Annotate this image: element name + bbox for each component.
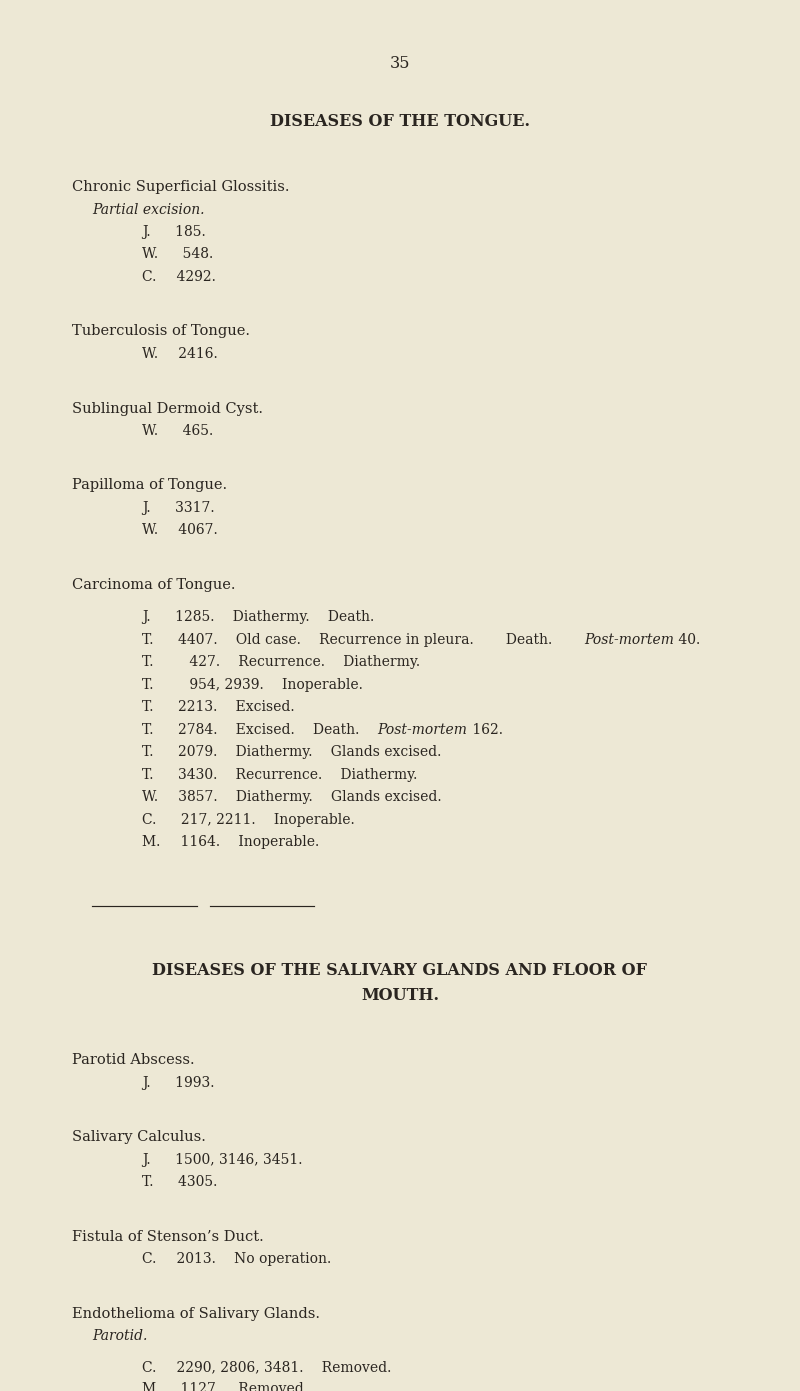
Text: C.    2290, 2806, 3481.  Removed.: C. 2290, 2806, 3481. Removed.: [142, 1360, 391, 1374]
Text: J.     185.: J. 185.: [142, 225, 206, 239]
Text: T.     4305.: T. 4305.: [142, 1175, 218, 1189]
Text: Chronic Superficial Glossitis.: Chronic Superficial Glossitis.: [72, 179, 290, 193]
Text: J.     1500, 3146, 3451.: J. 1500, 3146, 3451.: [142, 1153, 302, 1167]
Text: W.    2416.: W. 2416.: [142, 346, 218, 362]
Text: MOUTH.: MOUTH.: [361, 986, 439, 1004]
Text: DISEASES OF THE TONGUE.: DISEASES OF THE TONGUE.: [270, 113, 530, 131]
Text: Tuberculosis of Tongue.: Tuberculosis of Tongue.: [72, 324, 250, 338]
Text: 162.: 162.: [467, 723, 502, 737]
Text: J.     1993.: J. 1993.: [142, 1077, 214, 1091]
Text: C.    2013.  No operation.: C. 2013. No operation.: [142, 1252, 331, 1266]
Text: Partial excision.: Partial excision.: [92, 203, 205, 217]
Text: DISEASES OF THE SALIVARY GLANDS AND FLOOR OF: DISEASES OF THE SALIVARY GLANDS AND FLOO…: [153, 963, 647, 979]
Text: J.     3317.: J. 3317.: [142, 501, 214, 515]
Text: T.       427.  Recurrence.  Diathermy.: T. 427. Recurrence. Diathermy.: [142, 655, 420, 669]
Text: C.    4292.: C. 4292.: [142, 270, 216, 284]
Text: T.     3430.  Recurrence.  Diathermy.: T. 3430. Recurrence. Diathermy.: [142, 768, 418, 782]
Text: Endothelioma of Salivary Glands.: Endothelioma of Salivary Glands.: [72, 1308, 320, 1321]
Text: W.    3857.  Diathermy.  Glands excised.: W. 3857. Diathermy. Glands excised.: [142, 790, 442, 804]
Text: T.       954, 2939.  Inoperable.: T. 954, 2939. Inoperable.: [142, 677, 363, 691]
Text: 35: 35: [390, 56, 410, 72]
Text: Papilloma of Tongue.: Papilloma of Tongue.: [72, 479, 227, 492]
Text: M.    1164.  Inoperable.: M. 1164. Inoperable.: [142, 836, 319, 850]
Text: J.     1285.  Diathermy.  Death.: J. 1285. Diathermy. Death.: [142, 611, 374, 625]
Text: Carcinoma of Tongue.: Carcinoma of Tongue.: [72, 579, 235, 593]
Text: Parotid.: Parotid.: [92, 1330, 147, 1344]
Text: Post-mortem: Post-mortem: [378, 723, 467, 737]
Text: T.     2784.  Excised.  Death.: T. 2784. Excised. Death.: [142, 723, 378, 737]
Text: T.     4407.  Old case.  Recurrence in pleura.   Death.: T. 4407. Old case. Recurrence in pleura.…: [142, 633, 584, 647]
Text: Sublingual Dermoid Cyst.: Sublingual Dermoid Cyst.: [72, 402, 263, 416]
Text: Post-mortem: Post-mortem: [584, 633, 674, 647]
Text: Fistula of Stenson’s Duct.: Fistula of Stenson’s Duct.: [72, 1230, 264, 1244]
Text: M.    1127.  Removed.: M. 1127. Removed.: [142, 1383, 308, 1391]
Text: C.     217, 2211.  Inoperable.: C. 217, 2211. Inoperable.: [142, 812, 354, 828]
Text: W.     465.: W. 465.: [142, 424, 214, 438]
Text: W.    4067.: W. 4067.: [142, 523, 218, 537]
Text: Parotid Abscess.: Parotid Abscess.: [72, 1053, 194, 1067]
Text: Salivary Calculus.: Salivary Calculus.: [72, 1131, 206, 1145]
Text: T.     2213.  Excised.: T. 2213. Excised.: [142, 701, 294, 715]
Text: W.     548.: W. 548.: [142, 248, 214, 262]
Text: 40.: 40.: [674, 633, 701, 647]
Text: T.     2079.  Diathermy.  Glands excised.: T. 2079. Diathermy. Glands excised.: [142, 746, 442, 759]
